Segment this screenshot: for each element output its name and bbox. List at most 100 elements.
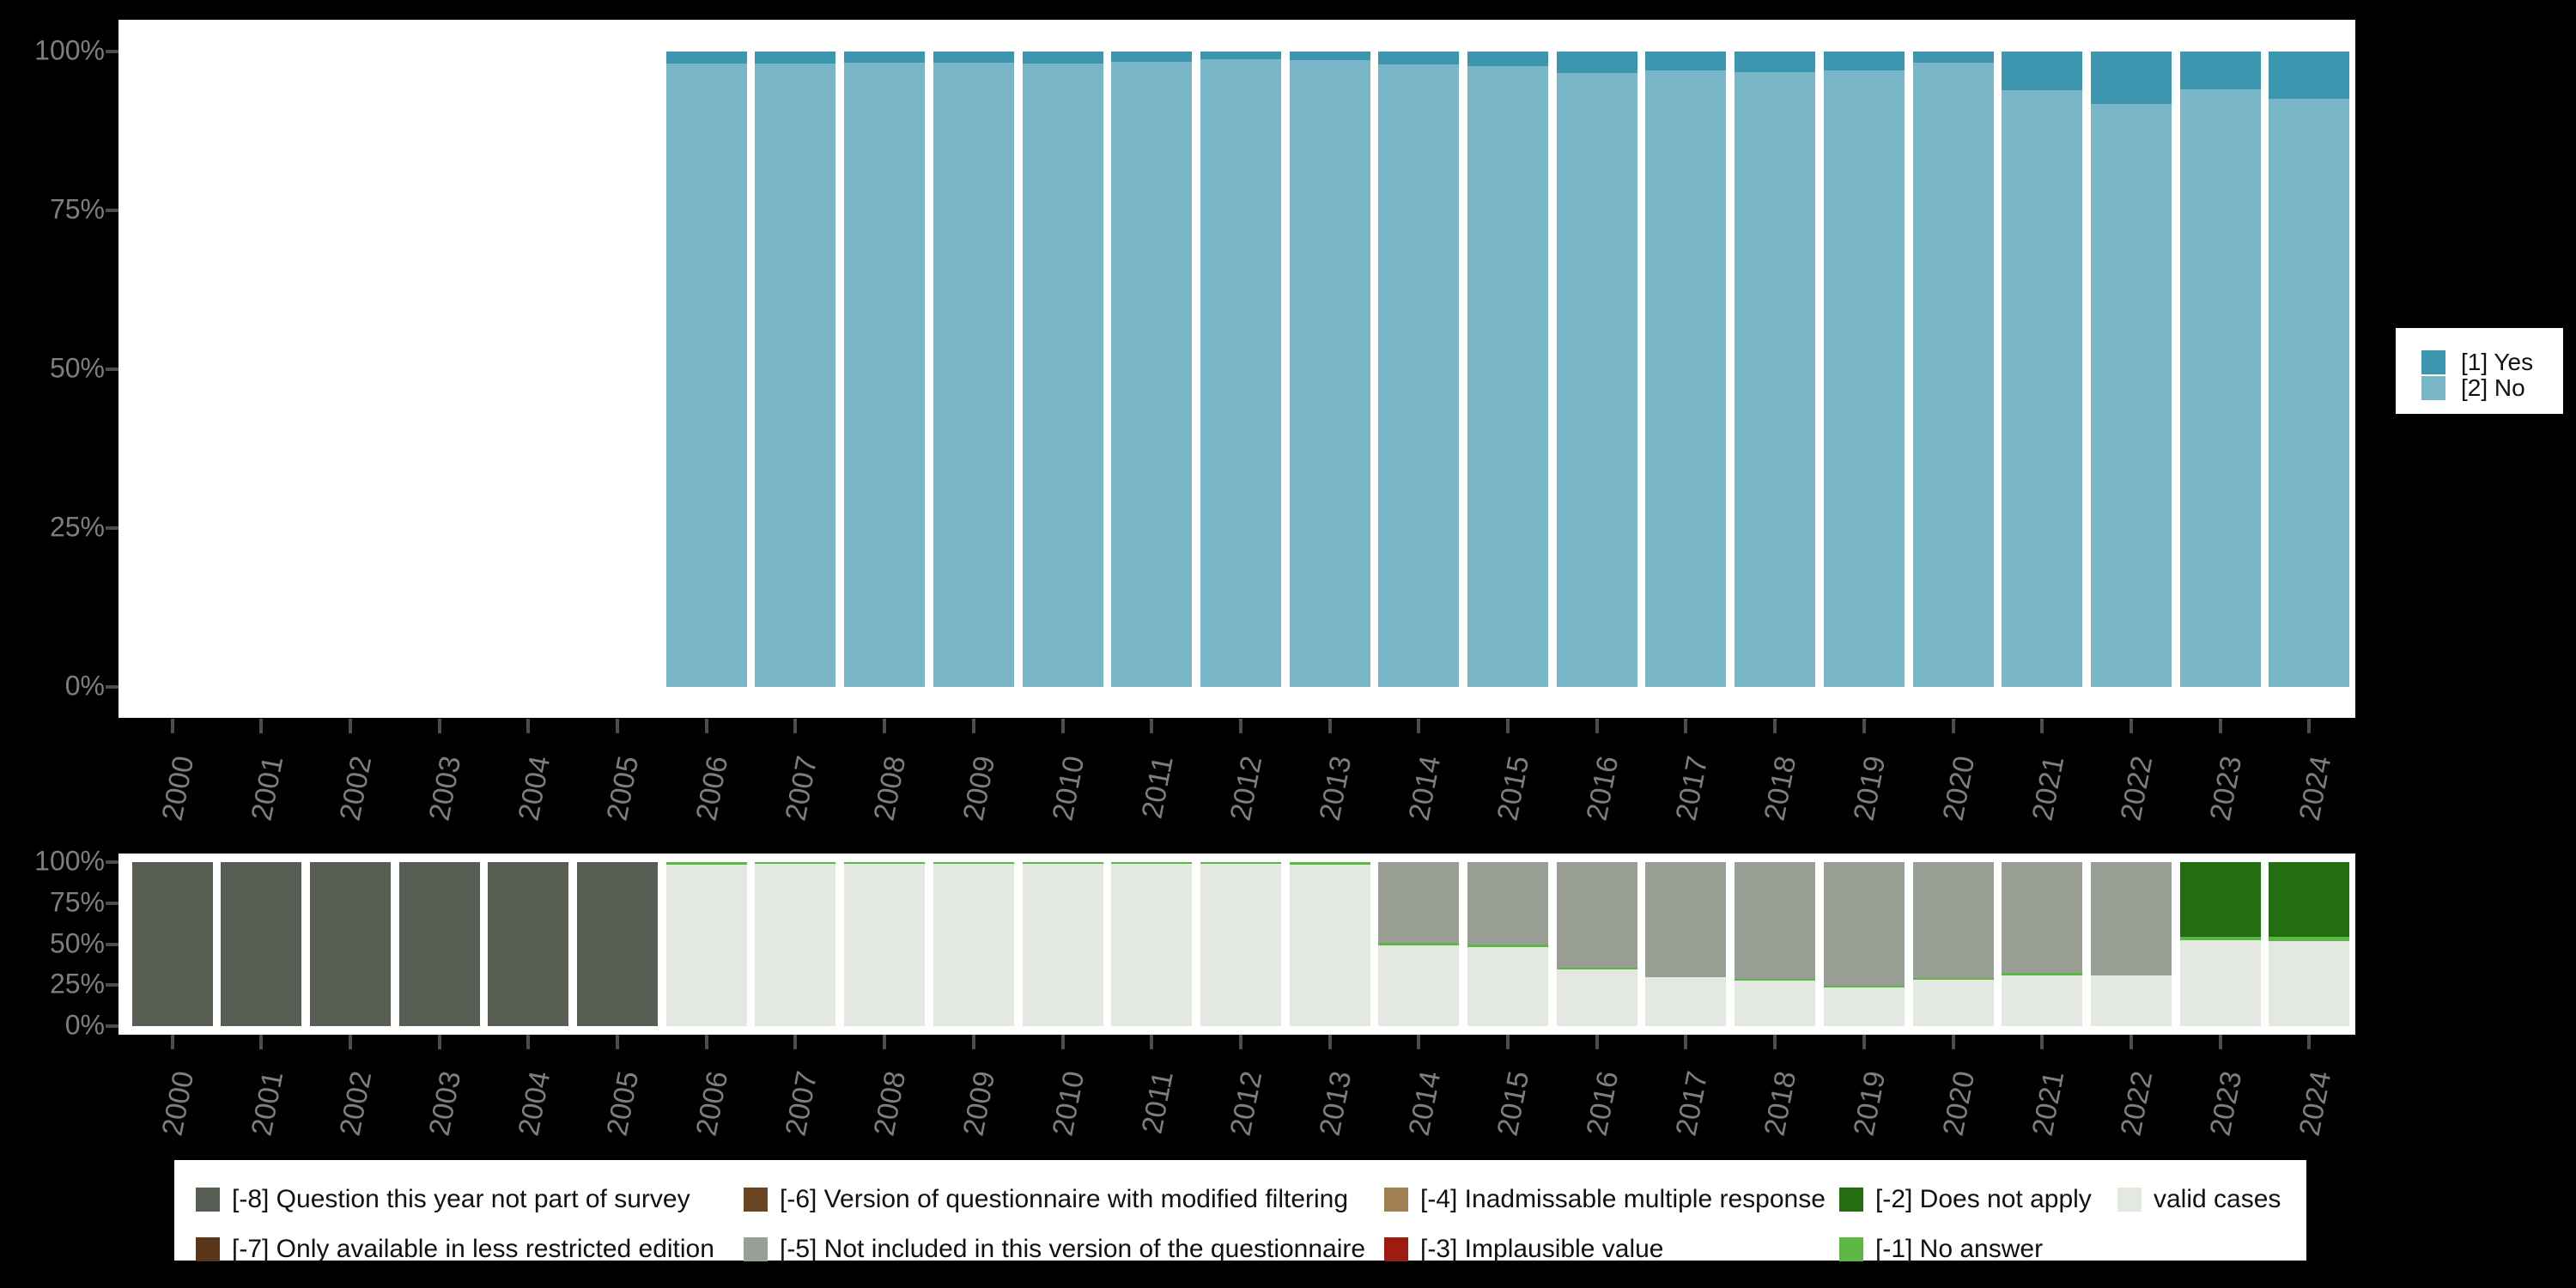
bottom-bar-2018 [1735,862,1816,1026]
bot-x-axis-tick-mark [1506,1035,1510,1049]
bot-x-axis-tick-mark [2307,1035,2312,1049]
bot-year-label: 2024 [2293,1068,2337,1139]
bottom-bar-2021-valid [2002,975,2083,1026]
bottom-bar-2006 [665,862,747,1026]
bottom-bar-2012 [1200,862,1281,1026]
bot-x-axis-tick-mark [1150,1035,1154,1049]
top-bar-2006 [665,52,747,687]
bottom-bar-2009 [933,862,1014,1026]
top-bar-2013-yes [1289,52,1370,61]
bot-year-label: 2009 [957,1068,1002,1139]
legend-label-no: [2] No [2461,374,2525,401]
bottom-bar-2007 [755,862,836,1026]
top-bar-2020-yes [1912,52,1994,63]
top-year-label: 2005 [600,753,646,823]
bot-x-axis-tick-mark [2040,1035,2044,1049]
bottom-bar-2024 [2269,862,2350,1026]
top-bar-2018-no [1735,71,1816,687]
bottom-bar-2008-valid [844,864,926,1026]
bottom-bar-2000-m8 [131,862,213,1026]
top-bar-2023-no [2179,88,2261,687]
top-y-axis-tick-mark [106,368,118,371]
legend-label-m7: [-7] Only available in less restricted e… [232,1235,714,1263]
top-year-label: 2001 [245,753,289,823]
legend-item-m3: [-3] Implausible value [1384,1235,1663,1263]
top-bar-2015-no [1467,66,1548,687]
top-y-axis-tick-mark [106,50,118,53]
bot-year-label: 2014 [1402,1068,1447,1139]
bottom-bar-2015-m5 [1467,862,1548,945]
top-year-label: 2022 [2114,753,2160,823]
bot-x-axis-tick-mark [170,1035,174,1049]
top-bar-2021-no [2002,90,2083,687]
bot-year-label: 2006 [690,1068,735,1139]
top-bar-2009 [933,52,1014,687]
bottom-bar-2023-valid [2179,939,2261,1026]
top-year-label: 2014 [1402,753,1447,823]
bot-x-axis-tick-mark [1417,1035,1421,1049]
top-x-axis-tick-mark [1951,719,1955,733]
top-bar-2011 [1111,52,1193,687]
legend-swatch-m1 [1839,1236,1863,1261]
bottom-bar-2020-m1 [1912,978,1994,980]
top-x-axis-tick-mark [1150,719,1154,733]
bot-x-axis-tick-mark [1595,1035,1599,1049]
bottom-bar-2023-m1 [2179,936,2261,940]
legend-item-m6: [-6] Version of questionnaire with modif… [744,1185,1348,1213]
top-bar-2020-no [1912,62,1994,687]
top-bar-2016-no [1556,73,1637,687]
bottom-bar-2020-valid [1912,979,1994,1026]
bot-year-label: 2021 [2026,1068,2070,1139]
top-bar-2010-yes [1022,52,1103,64]
bottom-bar-2007-m1 [755,862,836,864]
top-bar-2015 [1467,52,1548,687]
legend-swatch-m3 [1384,1236,1408,1261]
top-bar-2014 [1378,52,1460,687]
bot-x-axis-tick-mark [1684,1035,1688,1049]
top-bar-2010 [1022,52,1103,687]
top-y-axis-tick-label: 50% [49,352,105,384]
top-year-label: 2023 [2203,753,2249,823]
top-year-label: 2012 [1224,753,1269,823]
top-year-label: 2016 [1580,753,1625,823]
top-bar-2022-no [2090,103,2172,687]
top-bar-2013 [1289,52,1370,687]
top-x-axis-tick-mark [1684,719,1688,733]
bottom-bar-2020 [1912,862,1994,1026]
bottom-bar-2020-m5 [1912,862,1994,979]
bottom-bar-2011-valid [1111,863,1193,1026]
top-bar-2008 [844,52,926,687]
top-y-axis-tick-label: 100% [34,34,105,66]
legend-item-m4: [-4] Inadmissable multiple response [1384,1185,1826,1213]
bot-y-axis-tick-label: 25% [49,968,105,999]
top-y-axis-tick-label: 75% [49,193,105,225]
bot-x-axis-tick-mark [2218,1035,2222,1049]
top-bar-2019-yes [1823,52,1905,71]
bottom-bar-2002 [309,862,391,1026]
top-x-axis-tick-mark [170,719,174,733]
top-bar-2007-no [755,64,836,687]
bottom-bar-2016 [1556,862,1637,1026]
top-x-axis-tick-mark [1238,719,1242,733]
legend-item-m2: [-2] Does not apply [1839,1185,2092,1213]
legend-label-m6: [-6] Version of questionnaire with modif… [780,1185,1349,1213]
legend-item-m7: [-7] Only available in less restricted e… [196,1235,714,1263]
bot-x-axis-tick-mark [348,1035,352,1049]
top-bar-2024 [2269,52,2350,687]
legend-label-m1: [-1] No answer [1875,1235,2044,1263]
top-year-label: 2013 [1313,753,1358,823]
bottom-bar-2017 [1645,862,1727,1026]
bot-x-axis-tick-mark [437,1035,441,1049]
bottom-bar-2008-m1 [844,862,926,865]
legend-swatch-yes [2421,350,2445,375]
bot-year-label: 2011 [1135,1068,1180,1137]
bottom-bar-2021-m5 [2002,862,2083,973]
top-x-axis-tick-mark [971,719,975,733]
top-x-axis-tick-mark [1327,719,1332,733]
bot-year-label: 2016 [1580,1068,1625,1139]
bot-year-label: 2002 [333,1068,379,1139]
top-bar-2022-yes [2090,52,2172,104]
bot-year-label: 2017 [1669,1068,1715,1139]
bottom-bar-2022-m5 [2090,862,2172,975]
legend-swatch-m4 [1384,1187,1408,1212]
